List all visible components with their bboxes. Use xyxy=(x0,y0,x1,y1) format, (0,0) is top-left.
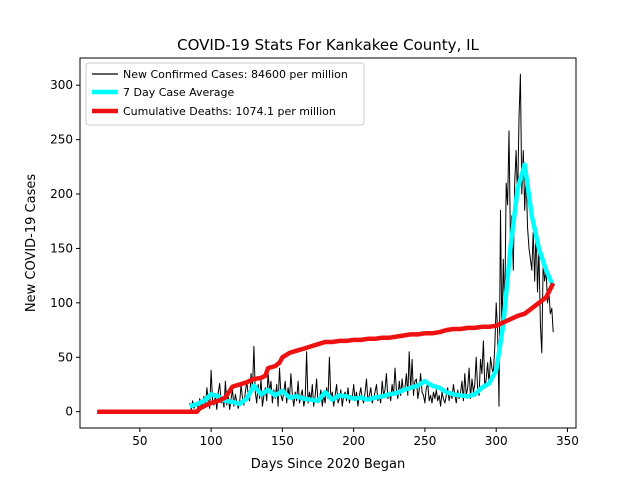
x-tick-label: 150 xyxy=(271,434,294,448)
chart-title: COVID-19 Stats For Kankakee County, IL xyxy=(177,36,479,54)
plot-frame xyxy=(79,57,577,429)
y-tick-label: 100 xyxy=(50,296,73,310)
x-tick-label: 100 xyxy=(200,434,223,448)
y-tick-label: 0 xyxy=(65,405,73,419)
legend: New Confirmed Cases: 84600 per million 7… xyxy=(85,62,365,126)
y-axis-label: New COVID-19 Cases xyxy=(24,174,39,312)
x-tick-label: 350 xyxy=(556,434,579,448)
series-new-cases-line xyxy=(189,73,554,412)
legend-box xyxy=(85,62,365,126)
y-tick-label: 150 xyxy=(50,241,73,255)
x-axis-label: Days Since 2020 Began xyxy=(251,457,406,472)
legend-label-new-cases: New Confirmed Cases: 84600 per million xyxy=(123,68,348,81)
series-layer xyxy=(97,73,556,414)
y-tick-label: 250 xyxy=(50,133,73,147)
series-7day-average-line xyxy=(189,162,556,409)
y-tick-label: 300 xyxy=(50,78,73,92)
legend-label-7day-average: 7 Day Case Average xyxy=(123,86,235,99)
x-tick-label: 200 xyxy=(342,434,365,448)
ticks-layer: 50 100 150 200 250 300 350 0 50 100 150 200 250 300 xyxy=(50,78,579,448)
legend-label-cumulative-deaths: Cumulative Deaths: 1074.1 per million xyxy=(123,105,336,118)
series-cumulative-deaths-line xyxy=(97,282,556,414)
x-tick-label: 50 xyxy=(132,434,147,448)
y-tick-label: 50 xyxy=(58,350,73,364)
y-tick-label: 200 xyxy=(50,187,73,201)
x-tick-label: 300 xyxy=(485,434,508,448)
x-tick-label: 250 xyxy=(413,434,436,448)
